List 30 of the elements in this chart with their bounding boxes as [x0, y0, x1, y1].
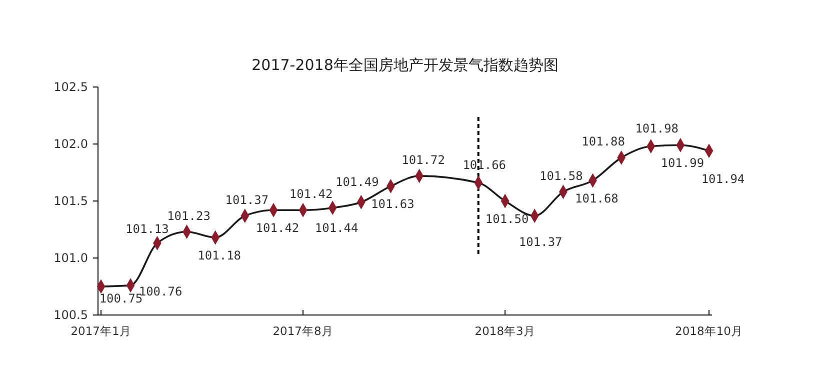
y-tick-label: 101.5 — [54, 194, 88, 208]
text: 101.88 — [582, 134, 626, 149]
text: 101.37 — [225, 192, 269, 207]
text: 101.63 — [371, 197, 414, 212]
text: 100.75 — [99, 292, 143, 306]
text: 101.49 — [335, 175, 379, 190]
y-tick-label: 102.5 — [54, 80, 88, 94]
text: 101.18 — [198, 248, 242, 262]
text: 101.58 — [540, 168, 583, 183]
text: 101.94 — [701, 172, 745, 186]
text: 101.50 — [485, 212, 529, 226]
text: 101.68 — [575, 191, 618, 206]
text: 101.98 — [635, 121, 679, 136]
y-tick-label: 102.0 — [54, 137, 88, 151]
text: 101.99 — [660, 156, 704, 170]
text: 101.66 — [462, 158, 506, 172]
x-tick-label: 2017年1月 — [70, 324, 132, 338]
x-tick-label: 2017年8月 — [272, 324, 334, 338]
text: 101.37 — [518, 234, 562, 249]
text: 101.23 — [167, 208, 210, 223]
y-tick-label: 101.0 — [54, 251, 88, 265]
chart-title: 2017-2018年全国房地产开发景气指数趋势图 — [252, 56, 558, 74]
text: 101.44 — [314, 220, 358, 235]
y-tick-label: 100.5 — [54, 308, 88, 322]
text: 101.42 — [289, 187, 333, 202]
text: 101.72 — [402, 152, 445, 167]
text: 101.42 — [256, 221, 300, 236]
x-tick-label: 2018年3月 — [474, 324, 536, 338]
text: 101.13 — [126, 222, 169, 236]
x-tick-label: 2018年10月 — [675, 324, 743, 338]
